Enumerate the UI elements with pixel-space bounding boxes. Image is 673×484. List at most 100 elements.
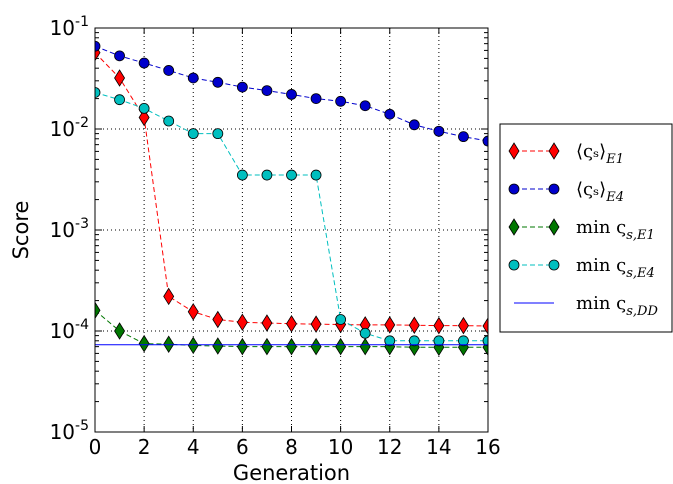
series-layer	[95, 40, 488, 357]
data-point	[335, 95, 347, 107]
data-point	[408, 119, 420, 131]
data-point	[359, 100, 371, 112]
data-point	[310, 93, 322, 104]
y-axis-label: Score	[9, 201, 33, 260]
data-point	[261, 337, 273, 356]
y-tick-label: 10-5	[50, 418, 89, 444]
data-point	[138, 57, 150, 69]
series-line	[95, 52, 488, 327]
data-point	[458, 131, 469, 143]
x-axis-label: Generation	[233, 461, 350, 484]
legend: ⟨ςₛ⟩E1 ⟨ςₛ⟩E4 min ςs,E1 min ςs,E4 min ςs,DD	[499, 123, 673, 333]
data-point	[408, 335, 420, 347]
data-point	[138, 108, 150, 127]
legend-label: min ςs,E4	[576, 255, 655, 281]
data-point	[95, 40, 101, 52]
data-point	[335, 314, 347, 325]
data-point	[359, 327, 371, 339]
data-point	[114, 322, 126, 340]
data-point	[212, 310, 224, 329]
series-2	[95, 40, 488, 147]
legend-box	[499, 123, 673, 333]
data-point	[433, 316, 445, 335]
data-point	[95, 301, 101, 320]
tick-labels: 0 2 4 6 8 10 12 14 16 10-5 10-4 10-3 10-2 10-1	[50, 14, 501, 459]
data-point	[236, 337, 248, 356]
legend-label: min ςs,E1	[576, 217, 655, 243]
data-point	[212, 76, 224, 88]
x-tick-label: 14	[426, 435, 451, 459]
legend-marker	[508, 259, 520, 271]
data-point	[482, 335, 488, 347]
data-point	[212, 128, 224, 140]
data-point	[95, 87, 101, 98]
plot-frame	[94, 27, 489, 433]
data-point	[384, 108, 396, 120]
x-tick-label: 0	[89, 435, 102, 459]
data-point	[482, 317, 488, 335]
data-point	[433, 335, 445, 347]
data-point	[384, 335, 396, 347]
data-point	[187, 303, 199, 321]
data-point	[286, 89, 297, 100]
legend-marker	[508, 183, 520, 195]
data-point	[359, 337, 371, 356]
x-tick-label: 12	[377, 435, 402, 459]
data-point	[163, 335, 175, 353]
data-point	[114, 94, 125, 106]
data-point	[286, 169, 297, 181]
data-point	[286, 314, 297, 333]
data-point	[286, 337, 297, 356]
data-point	[261, 169, 273, 181]
data-point	[310, 337, 322, 356]
data-point	[408, 316, 420, 335]
data-point	[138, 334, 150, 353]
legend-marker	[548, 218, 560, 236]
data-point	[457, 316, 469, 335]
x-tick-label: 6	[236, 435, 249, 459]
legend-marker	[548, 183, 560, 195]
data-point	[212, 337, 224, 355]
legend-marker	[508, 218, 520, 236]
series-line	[95, 310, 488, 348]
data-point	[310, 315, 322, 333]
data-point	[163, 65, 175, 76]
legend-label: ⟨ςₛ⟩E4	[576, 179, 624, 205]
data-point	[114, 69, 126, 87]
legend-marker	[508, 142, 520, 160]
data-point	[261, 85, 273, 96]
x-tick-label: 2	[138, 435, 151, 459]
y-tick-label: 10-4	[50, 317, 90, 343]
data-point	[187, 128, 199, 140]
x-tick-label: 16	[475, 435, 500, 459]
x-tick-label: 8	[285, 435, 298, 459]
data-point	[310, 169, 322, 181]
x-tick-label: 4	[187, 435, 200, 459]
legend-label: ⟨ςₛ⟩E1	[576, 141, 624, 167]
data-point	[236, 81, 248, 93]
data-point	[261, 314, 273, 332]
data-point	[187, 72, 199, 84]
legend-label: min ςs,DD	[576, 293, 658, 319]
data-point	[163, 287, 175, 306]
data-point	[163, 115, 175, 127]
y-tick-label: 10-3	[50, 216, 89, 242]
data-point	[236, 313, 248, 332]
data-point	[433, 125, 445, 137]
data-point	[482, 135, 488, 147]
legend-marker	[548, 142, 560, 160]
data-point	[187, 336, 199, 355]
data-point	[384, 316, 396, 334]
y-tick-label: 10-1	[50, 14, 89, 40]
data-point	[335, 337, 347, 356]
series-4	[95, 87, 488, 347]
data-point	[458, 335, 469, 347]
y-tick-label: 10-2	[50, 115, 89, 141]
data-point	[236, 169, 248, 181]
legend-marker	[548, 259, 560, 271]
series-1	[95, 43, 488, 335]
data-point	[114, 50, 125, 62]
x-tick-label: 10	[328, 435, 353, 459]
data-point	[138, 102, 150, 114]
